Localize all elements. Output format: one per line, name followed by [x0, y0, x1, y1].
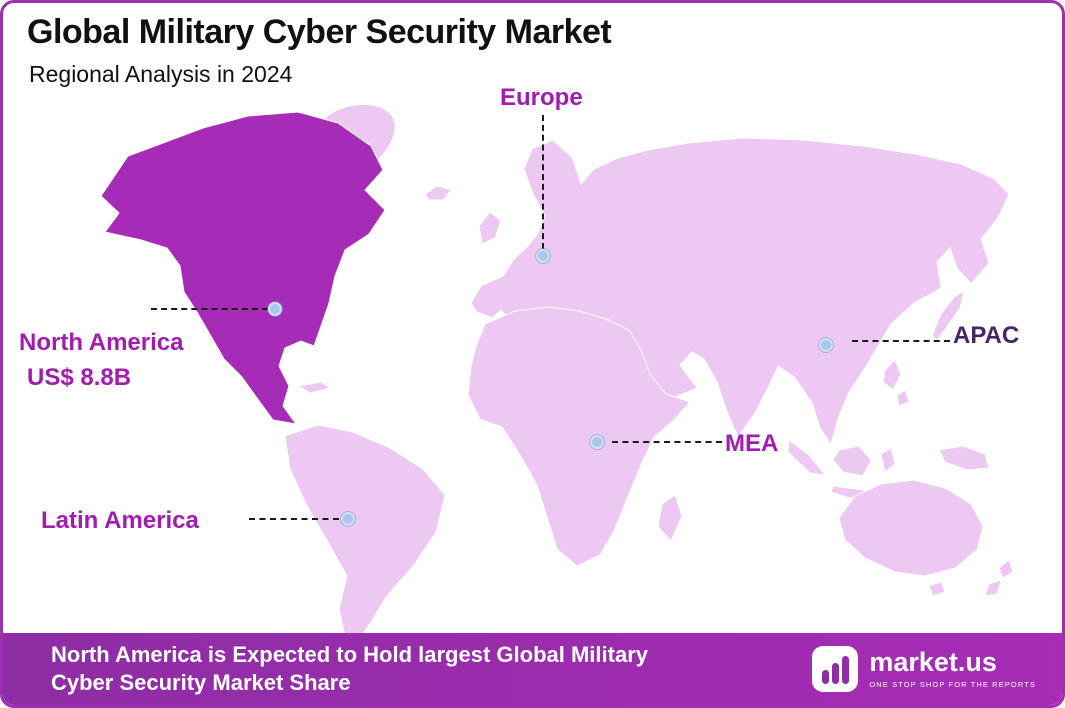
- island-philippines: [882, 359, 902, 391]
- island-cuba: [297, 381, 332, 394]
- footer-banner: North America is Expected to Hold larges…: [3, 633, 1062, 705]
- continent-north-america-highlight: [100, 111, 386, 425]
- region-label-mea: MEA: [725, 430, 779, 457]
- world-map: [100, 103, 1014, 638]
- island-sulawesi: [880, 447, 896, 473]
- island-sumatra: [787, 439, 827, 476]
- island-new-zealand-north: [998, 559, 1014, 579]
- region-label-north-america: North America: [19, 329, 184, 356]
- island-madagascar: [657, 494, 683, 542]
- page-subtitle: Regional Analysis in 2024: [29, 61, 293, 87]
- leader-line-europe: [542, 115, 544, 249]
- continent-africa: [467, 306, 691, 567]
- island-united-kingdom: [478, 211, 502, 245]
- marketus-logo-icon: [812, 646, 859, 692]
- continent-south-america: [284, 424, 446, 638]
- island-iceland: [424, 185, 452, 201]
- marketus-logo-textblock: market.us ONE STOP SHOP FOR THE REPORTS: [869, 647, 1036, 690]
- footer-banner-line2: Cyber Security Market Share: [51, 670, 351, 695]
- region-label-latin-america: Latin America: [41, 507, 199, 534]
- island-tasmania: [928, 581, 946, 597]
- island-new-zealand-south: [984, 579, 1002, 597]
- region-label-apac: APAC: [953, 322, 1020, 349]
- marker-mea: [590, 435, 604, 449]
- marker-europe: [536, 249, 550, 263]
- footer-banner-line1: North America is Expected to Hold larges…: [51, 641, 648, 667]
- marketus-logo[interactable]: market.us ONE STOP SHOP FOR THE REPORTS: [812, 646, 1036, 692]
- marker-apac: [819, 338, 833, 352]
- leader-line-mea: [612, 441, 722, 443]
- leader-line-apac: [852, 340, 950, 342]
- marker-latin-america: [341, 512, 355, 526]
- island-borneo: [832, 445, 872, 477]
- island-philippines-south: [896, 389, 910, 407]
- marker-north-america: [268, 302, 282, 316]
- leader-line-north-america: [151, 308, 268, 310]
- leader-line-latin-america: [249, 518, 339, 520]
- footer-banner-text: North America is Expected to Hold larges…: [3, 641, 648, 697]
- logo-brand-name: market.us: [869, 647, 997, 677]
- island-japan: [931, 289, 965, 341]
- logo-tagline: ONE STOP SHOP FOR THE REPORTS: [869, 680, 1036, 689]
- region-label-europe: Europe: [500, 84, 583, 111]
- island-new-guinea: [938, 445, 990, 471]
- continent-australia: [838, 479, 984, 577]
- page-title: Global Military Cyber Security Market: [27, 13, 612, 51]
- region-value-north-america: US$ 8.8B: [27, 364, 132, 391]
